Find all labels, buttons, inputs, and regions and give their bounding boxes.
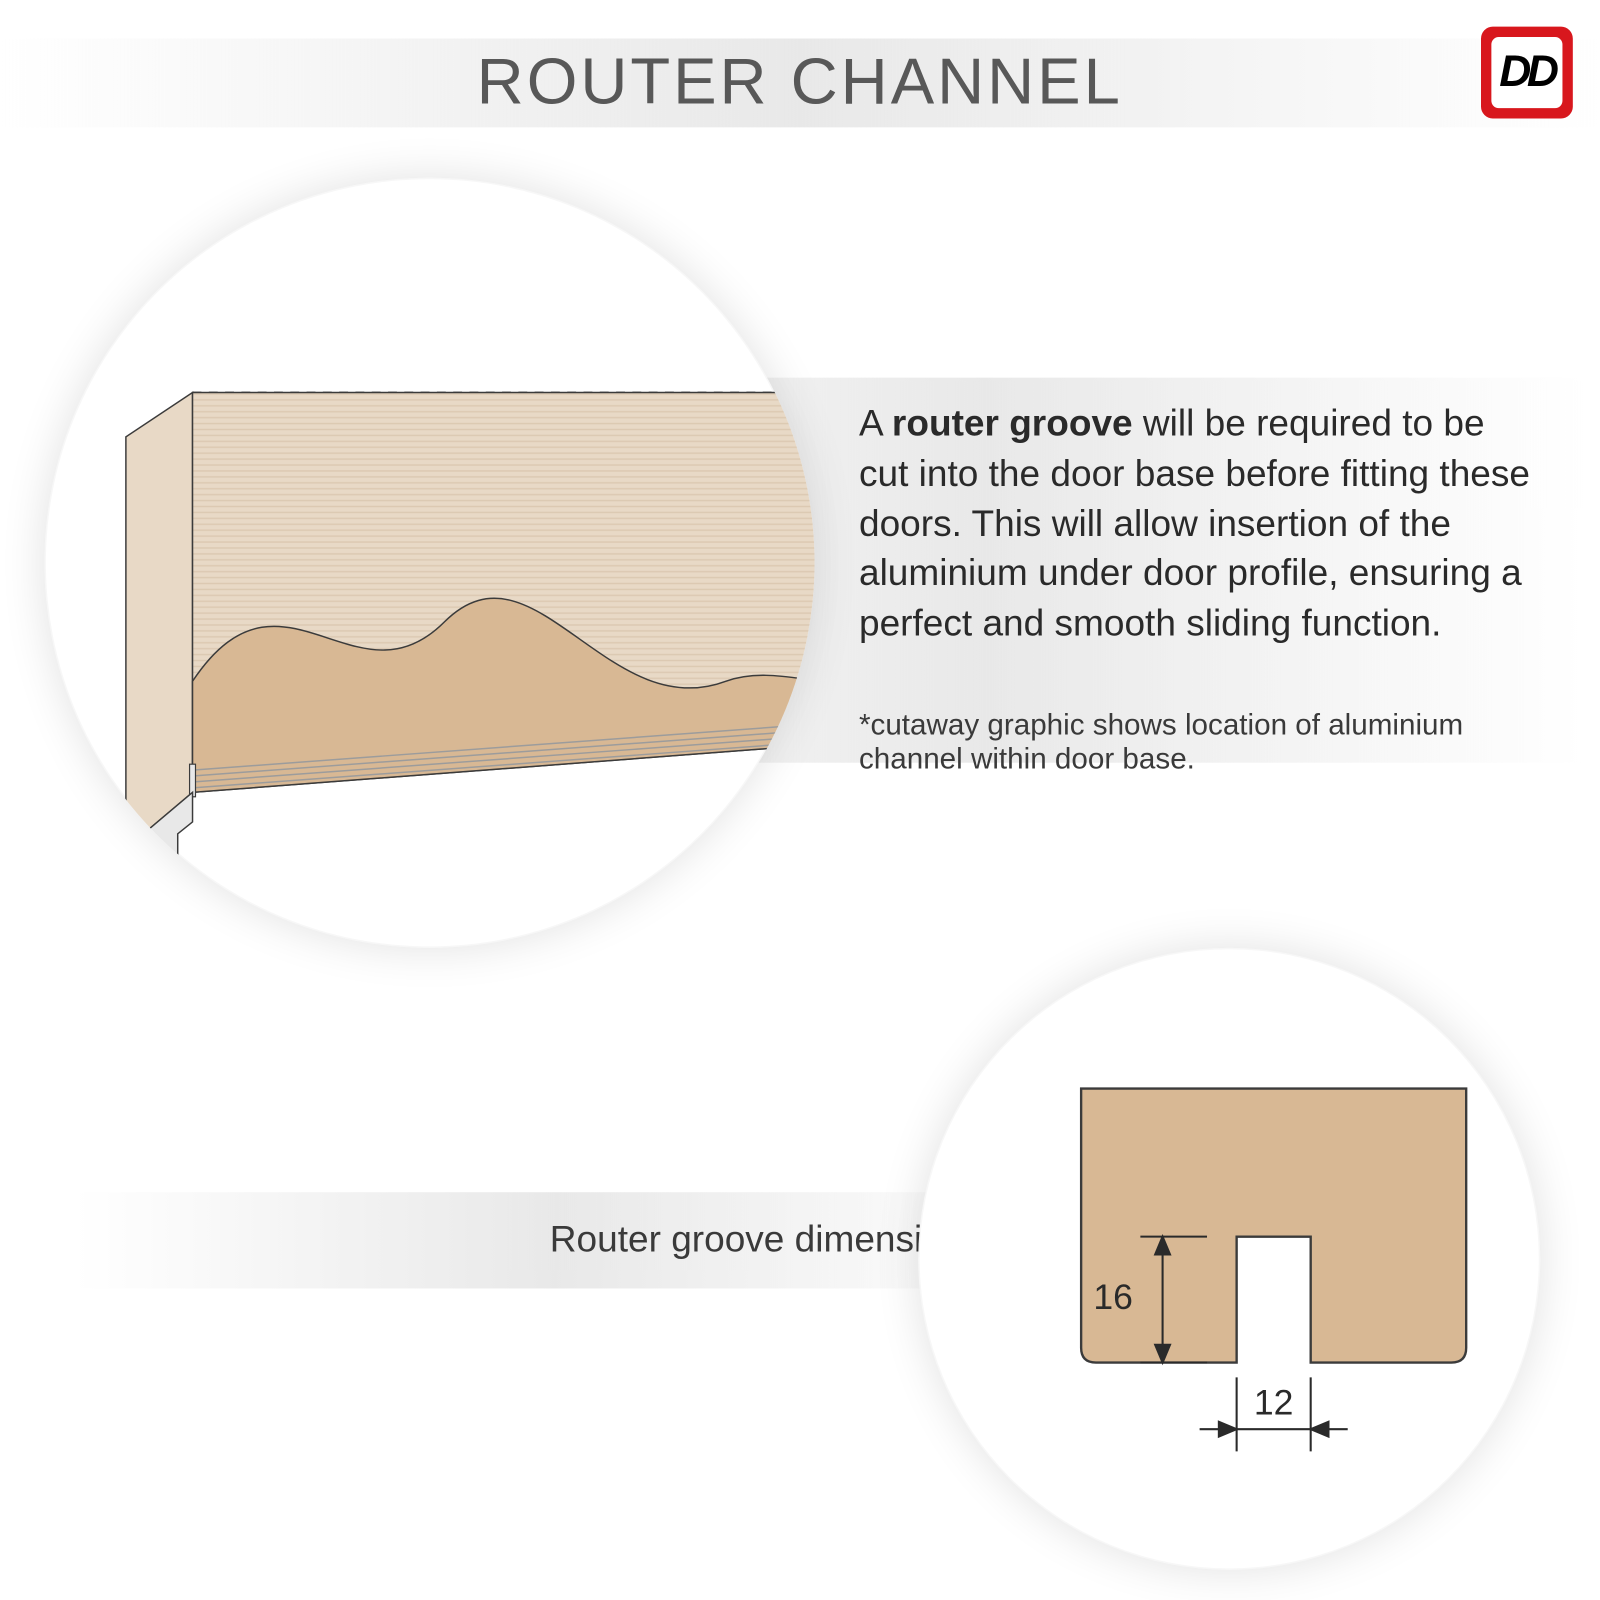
title-bar: ROUTER CHANNEL — [0, 39, 1599, 128]
dimensions-bar: Router groove dimensions. — [74, 1192, 1037, 1288]
dimensions-label: Router groove dimensions. — [118, 1207, 992, 1274]
description-text: A router groove will be required to be c… — [859, 400, 1540, 650]
description-block: A router groove will be required to be c… — [859, 400, 1540, 777]
desc-bold: router groove — [892, 403, 1133, 444]
cutaway-note: *cutaway graphic shows location of alumi… — [859, 709, 1540, 777]
cross-section-illustration: 16 12 — [918, 948, 1540, 1570]
depth-dimension: 16 — [1093, 1277, 1133, 1317]
page-title: ROUTER CHANNEL — [477, 46, 1123, 119]
brand-logo: DD — [1481, 27, 1573, 119]
cutaway-illustration — [44, 178, 814, 948]
cross-section-svg: 16 12 — [918, 948, 1540, 1570]
desc-prefix: A — [859, 403, 892, 444]
brand-logo-text: DD — [1491, 37, 1562, 108]
cutaway-svg — [44, 178, 814, 948]
width-dimension: 12 — [1254, 1382, 1294, 1422]
